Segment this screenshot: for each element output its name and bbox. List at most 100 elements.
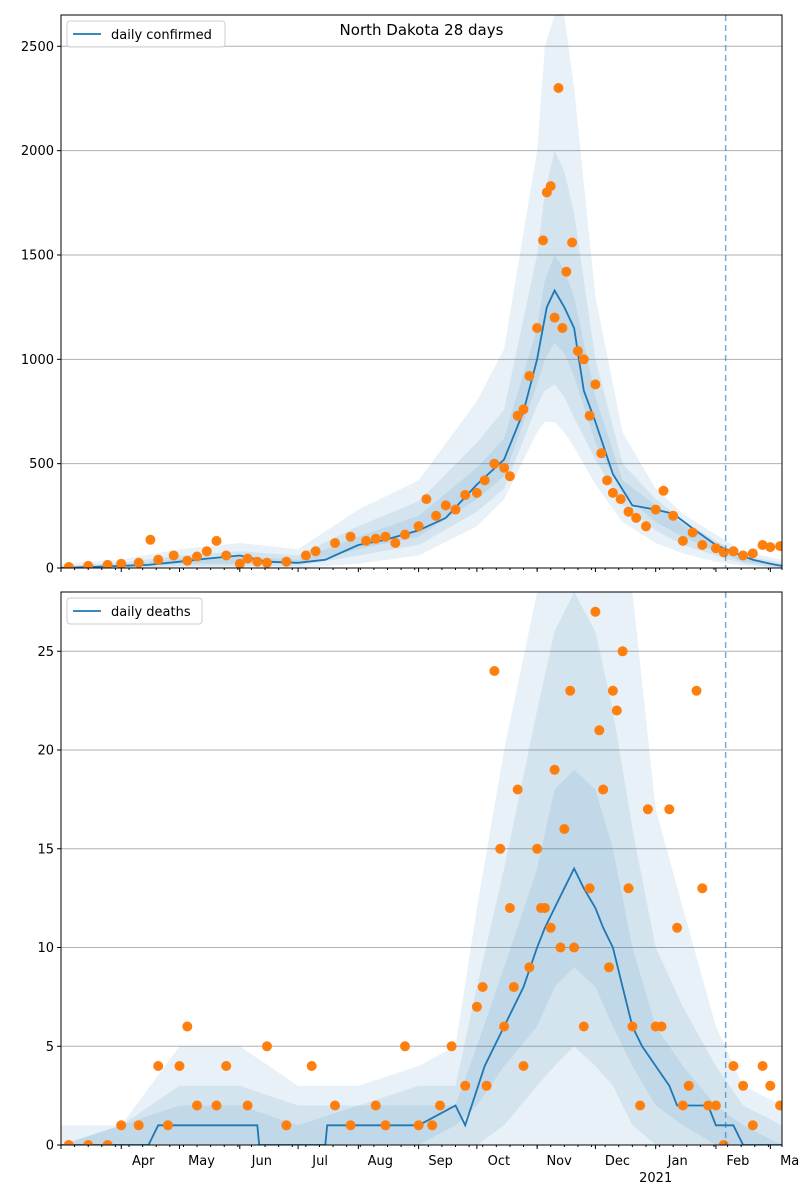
data-point — [594, 725, 605, 736]
data-point — [578, 1021, 589, 1032]
y-tick-label: 500 — [29, 457, 54, 472]
data-point — [518, 1061, 529, 1071]
data-point — [728, 1061, 739, 1071]
legend-box — [66, 20, 226, 48]
data-point — [623, 883, 634, 894]
y-tick-label: 20 — [37, 744, 54, 759]
data-point — [598, 784, 609, 795]
y-tick-label: 0 — [46, 562, 54, 577]
data-point — [512, 784, 523, 795]
data-point — [252, 556, 263, 567]
data-point — [672, 922, 683, 933]
data-point — [153, 1061, 164, 1071]
axes-frame — [60, 591, 783, 1146]
x-tick-label: Dec — [605, 1154, 630, 1169]
x-tick-label: Apr — [132, 1154, 155, 1169]
y-tick-label: 25 — [37, 645, 54, 660]
data-point — [710, 1100, 721, 1111]
data-point — [641, 521, 651, 532]
data-point — [221, 1061, 232, 1071]
data-point — [572, 346, 583, 356]
data-point — [611, 705, 622, 716]
y-tick-label: 1000 — [21, 353, 54, 368]
data-point — [590, 379, 601, 390]
data-point — [192, 1100, 202, 1111]
data-point — [728, 546, 739, 557]
data-point — [182, 1021, 193, 1032]
legend: daily confirmed — [66, 20, 226, 48]
data-point — [567, 237, 578, 248]
data-point — [650, 504, 661, 515]
data-point — [380, 531, 391, 542]
data-point — [703, 1100, 714, 1111]
data-point — [607, 685, 618, 696]
data-point — [481, 1080, 492, 1091]
data-point — [431, 510, 442, 521]
x-tick-label: Feb — [726, 1154, 749, 1169]
data-point — [584, 410, 595, 421]
x-tick-label: Mar — [780, 1154, 800, 1169]
x-tick-label: Jan — [667, 1154, 688, 1169]
data-point — [242, 1100, 253, 1111]
data-point — [757, 1061, 768, 1071]
data-point — [201, 546, 212, 557]
data-point — [380, 1120, 391, 1131]
data-point — [83, 560, 94, 568]
data-point — [361, 535, 372, 546]
data-point — [635, 1100, 646, 1111]
data-point — [489, 458, 500, 469]
data-point — [116, 558, 127, 568]
data-point — [631, 512, 642, 523]
data-point — [757, 540, 768, 550]
data-point — [524, 962, 535, 973]
data-point — [557, 323, 568, 333]
data-point — [435, 1100, 445, 1111]
data-point — [604, 962, 614, 973]
axes-frame — [60, 14, 783, 569]
data-point — [747, 1120, 758, 1131]
data-point — [446, 1041, 457, 1052]
data-point — [664, 804, 675, 815]
data-point — [623, 506, 634, 517]
data-point — [545, 922, 556, 933]
data-point — [211, 535, 222, 546]
data-point — [747, 548, 758, 559]
data-point — [281, 556, 292, 567]
x-tick-label: Oct — [488, 1154, 510, 1169]
data-point — [738, 1080, 749, 1091]
data-point — [615, 494, 626, 505]
data-point — [400, 529, 410, 540]
data-point — [174, 1061, 185, 1071]
data-point — [683, 1080, 694, 1091]
data-point — [499, 462, 510, 473]
data-point — [306, 1061, 317, 1071]
data-point — [539, 903, 550, 913]
data-point — [596, 448, 607, 459]
data-point — [668, 510, 679, 521]
data-point — [687, 527, 698, 538]
data-point — [642, 804, 653, 815]
data-point — [450, 504, 461, 515]
plot-area — [61, 15, 782, 568]
data-point — [495, 843, 506, 854]
data-point — [508, 982, 519, 992]
data-point — [162, 1120, 173, 1131]
data-point — [281, 1120, 292, 1131]
data-point — [300, 550, 311, 561]
data-point — [532, 843, 543, 854]
data-point — [63, 562, 74, 568]
data-point — [427, 1120, 438, 1131]
data-point — [153, 554, 164, 565]
data-point — [370, 1100, 381, 1111]
data-point — [102, 559, 113, 568]
data-point — [607, 487, 618, 498]
data-point — [569, 942, 580, 953]
data-point — [775, 1100, 782, 1111]
data-point — [578, 354, 589, 365]
data-point — [234, 558, 245, 568]
data-point — [421, 494, 432, 505]
data-point — [345, 531, 356, 542]
data-point — [262, 1041, 272, 1052]
data-point — [738, 550, 749, 561]
data-point — [116, 1120, 127, 1131]
